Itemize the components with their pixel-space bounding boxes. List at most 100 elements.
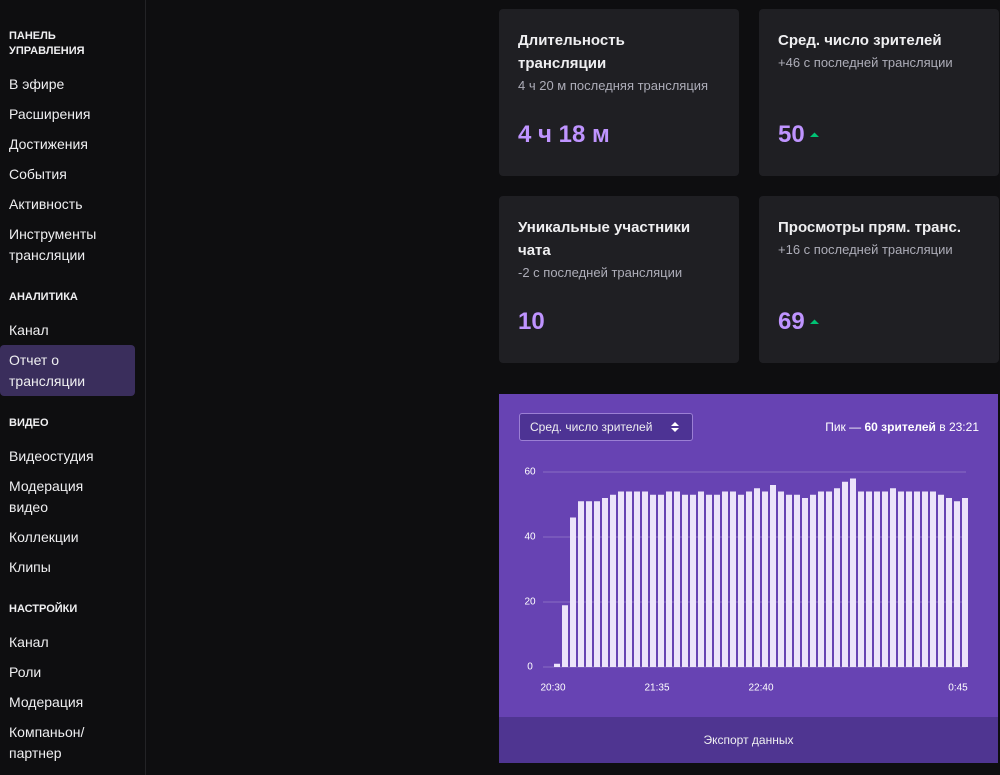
bar — [818, 491, 824, 667]
stat-card: Уникальные участники чата -2 с последней … — [499, 196, 739, 363]
bar — [786, 494, 792, 667]
stat-value-row: 50 — [778, 120, 821, 150]
stat-title: Просмотры прям. транс. — [778, 219, 962, 236]
bar — [738, 494, 744, 667]
stat-title: Сред. число зрителей — [778, 32, 942, 49]
bar — [626, 491, 632, 667]
bar — [602, 498, 608, 667]
peak-prefix: Пик — — [825, 420, 862, 434]
bar — [642, 491, 648, 667]
chart-panel: Сред. число зрителей Пик — 60 зрителей в… — [499, 394, 998, 763]
chart: 0 20 40 60 20:30 21:35 22:40 0:45 — [524, 467, 968, 694]
bar — [930, 491, 936, 667]
x-tick-label: 0:45 — [948, 683, 968, 694]
bar — [794, 494, 800, 667]
bar — [850, 478, 856, 667]
section-title: ПАНЕЛЬ УПРАВЛЕНИЯ — [9, 30, 85, 57]
nav-item[interactable]: В эфире — [9, 75, 65, 92]
sidebar: ПАНЕЛЬ УПРАВЛЕНИЯ В эфире Расширения Достиж… — [0, 0, 146, 775]
peak: Пик — 60 зрителей в 23:21 — [825, 420, 979, 434]
nav-item[interactable]: Компаньон/ партнер — [9, 723, 85, 761]
x-tick-label: 20:30 — [540, 683, 565, 694]
nav-item[interactable]: Коллекции — [9, 528, 79, 545]
bar — [746, 491, 752, 667]
bar — [698, 491, 704, 667]
stat-value-row: 4 ч 18 м — [518, 120, 610, 150]
y-tick-label: 20 — [524, 597, 536, 608]
y-tick-label: 60 — [524, 467, 536, 478]
bar — [906, 491, 912, 667]
bar — [898, 491, 904, 667]
nav-item[interactable]: Клипы — [9, 558, 51, 575]
nav-item[interactable]: Модерация видео — [9, 477, 84, 515]
bar — [874, 491, 880, 667]
y-tick-label: 0 — [527, 662, 533, 673]
bar — [938, 494, 944, 667]
nav-item[interactable]: Расширения — [9, 105, 91, 122]
bar — [722, 491, 728, 667]
peak-value: 60 зрителей — [864, 420, 936, 434]
nav-item[interactable]: Отчет о трансляции — [0, 345, 135, 396]
bar — [618, 491, 624, 667]
stat-card: Сред. число зрителей +46 с последней тран… — [759, 9, 999, 176]
bar — [914, 491, 920, 667]
bar — [810, 494, 816, 667]
bar — [890, 488, 896, 667]
bar — [802, 498, 808, 667]
metric-select[interactable]: Сред. число зрителей — [519, 413, 693, 441]
stat-subtitle: +16 с последней трансляции — [778, 242, 953, 257]
bar — [610, 494, 616, 667]
peak-suffix: в 23:21 — [939, 420, 979, 434]
stat-title: Уникальные участники чата — [518, 219, 691, 259]
section-title: НАСТРОЙКИ — [9, 603, 78, 615]
nav-item[interactable]: События — [9, 165, 67, 182]
stat-subtitle: -2 с последней трансляции — [518, 265, 683, 280]
bar — [658, 494, 664, 667]
nav-item[interactable]: Активность — [9, 195, 83, 212]
x-tick-label: 22:40 — [748, 683, 773, 694]
bar — [690, 494, 696, 667]
bar — [858, 491, 864, 667]
stat-title: Длительность трансляции — [518, 32, 625, 72]
nav-item[interactable]: Модерация — [9, 693, 84, 710]
stat-card: Длительность трансляции 4 ч 20 м последня… — [499, 9, 739, 176]
nav-item[interactable]: Канал — [9, 633, 49, 650]
section-title: АНАЛИТИКА — [9, 291, 78, 303]
stat-subtitle: 4 ч 20 м последняя трансляция — [518, 78, 709, 93]
select-arrows — [671, 422, 679, 432]
bar — [882, 491, 888, 667]
trend-up — [809, 319, 819, 324]
stat-value: 69 — [778, 308, 805, 335]
bar — [834, 488, 840, 667]
stat-value: 4 ч 18 м — [518, 121, 610, 148]
bar — [666, 491, 672, 667]
section-items: Канал Роли Модерация Компаньон/ партнер — [0, 627, 145, 768]
nav-item[interactable]: Инструменты трансляции — [9, 225, 97, 263]
nav-item[interactable]: Достижения — [9, 135, 88, 152]
bar — [706, 494, 712, 667]
bar — [922, 491, 928, 667]
nav-item[interactable]: Канал — [9, 321, 49, 338]
y-tick-label: 40 — [524, 532, 536, 543]
bar — [586, 501, 592, 667]
section-title: ВИДЕО — [9, 417, 49, 429]
stat-subtitle: +46 с последней трансляции — [778, 55, 953, 70]
stat-card: Просмотры прям. транс. +16 с последней тр… — [759, 196, 999, 363]
bar — [770, 485, 776, 667]
bar — [634, 491, 640, 667]
stat-value: 50 — [778, 121, 805, 148]
bar — [826, 491, 832, 667]
bar — [842, 481, 848, 667]
bar — [554, 663, 560, 667]
export-button[interactable]: Экспорт данных — [499, 717, 998, 763]
nav-item[interactable]: Видеостудия — [9, 447, 94, 464]
bar — [962, 498, 968, 667]
bar — [570, 517, 576, 667]
bar — [674, 491, 680, 667]
nav-item[interactable]: Роли — [9, 663, 42, 680]
stat-value-row: 69 — [778, 307, 821, 337]
x-tick-label: 21:35 — [644, 683, 669, 694]
bar — [562, 605, 568, 667]
section-items: Видеостудия Модерация видео Коллекции Клипы — [0, 441, 145, 582]
